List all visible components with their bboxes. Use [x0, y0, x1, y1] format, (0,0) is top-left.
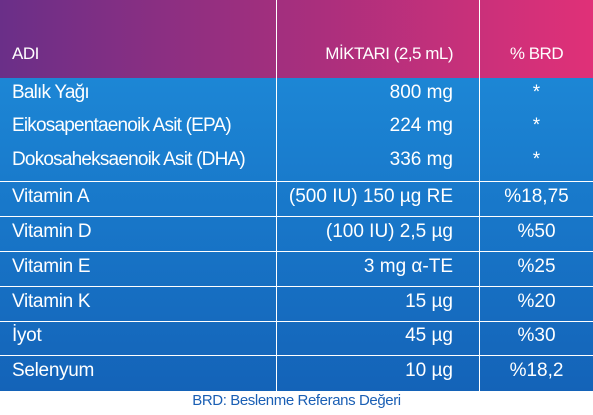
row-divider	[0, 216, 593, 217]
row-divider	[0, 355, 593, 356]
table-row: Vitamin K 15 µg %20	[0, 291, 593, 319]
row-name: Selenyum	[12, 360, 95, 381]
table-row: Dokosaheksaenoik Asit (DHA) 336 mg *	[0, 149, 593, 177]
table-row: Vitamin D (100 IU) 2,5 µg %50	[0, 221, 593, 249]
row-amount: (500 IU) 150 µg RE	[288, 186, 453, 207]
row-amount: 800 mg	[389, 82, 453, 103]
table-row: İyot 45 µg %30	[0, 325, 593, 353]
row-brd: *	[532, 149, 541, 170]
row-amount: 10 µg	[405, 360, 453, 381]
table-row: Vitamin E 3 mg α-TE %25	[0, 256, 593, 284]
row-name: Vitamin E	[12, 256, 91, 277]
row-brd: %18,75	[504, 186, 569, 207]
row-name: Vitamin A	[12, 186, 90, 207]
table-row: Eikosapentaenoik Asit (EPA) 224 mg *	[0, 115, 593, 143]
row-brd: %30	[517, 325, 556, 346]
header-amount: MİKTARI (2,5 mL)	[325, 44, 453, 63]
row-name: Vitamin D	[12, 221, 92, 242]
row-name: İyot	[12, 325, 42, 346]
table-row: Vitamin A (500 IU) 150 µg RE %18,75	[0, 186, 593, 214]
row-name: Dokosaheksaenoik Asit (DHA)	[12, 149, 246, 170]
row-amount: (100 IU) 2,5 µg	[325, 221, 453, 242]
row-name: Balık Yağı	[12, 82, 90, 103]
row-divider	[0, 181, 593, 182]
row-brd: %50	[517, 221, 556, 242]
row-divider	[0, 251, 593, 252]
column-divider	[479, 0, 480, 391]
row-brd: *	[532, 82, 541, 103]
column-divider	[276, 0, 277, 391]
row-brd: %25	[517, 256, 556, 277]
row-brd: %20	[517, 291, 556, 312]
row-divider	[0, 286, 593, 287]
header-brd: % BRD	[509, 44, 564, 63]
header-name: ADI	[12, 44, 39, 63]
row-name: Eikosapentaenoik Asit (EPA)	[12, 115, 232, 136]
row-amount: 3 mg α-TE	[363, 256, 453, 277]
row-brd: *	[532, 115, 541, 136]
row-amount: 224 mg	[389, 115, 453, 136]
row-name: Vitamin K	[12, 291, 91, 312]
table-row: Selenyum 10 µg %18,2	[0, 360, 593, 388]
table-row: Balık Yağı 800 mg *	[0, 82, 593, 110]
row-brd: %18,2	[509, 360, 564, 381]
row-divider	[0, 321, 593, 322]
row-amount: 45 µg	[405, 325, 453, 346]
table-header: ADI MİKTARI (2,5 mL) % BRD	[0, 0, 593, 78]
footer-note: BRD: Beslenme Referans Değeri	[192, 392, 401, 409]
row-amount: 15 µg	[405, 291, 453, 312]
row-amount: 336 mg	[389, 149, 453, 170]
nutrition-table: ADI MİKTARI (2,5 mL) % BRD Balık Yağı 80…	[0, 0, 593, 391]
